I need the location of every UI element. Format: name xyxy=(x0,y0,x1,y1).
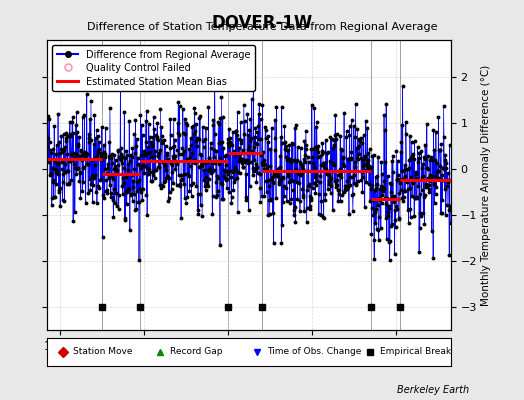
Text: Station Move: Station Move xyxy=(73,348,133,356)
Text: Berkeley Earth: Berkeley Earth xyxy=(397,385,469,395)
Y-axis label: Monthly Temperature Anomaly Difference (°C): Monthly Temperature Anomaly Difference (… xyxy=(481,64,491,306)
Text: Difference of Station Temperature Data from Regional Average: Difference of Station Temperature Data f… xyxy=(87,22,437,32)
Text: Time of Obs. Change: Time of Obs. Change xyxy=(267,348,362,356)
Text: Record Gap: Record Gap xyxy=(170,348,223,356)
Text: DOVER-1W: DOVER-1W xyxy=(211,14,313,32)
Text: Empirical Break: Empirical Break xyxy=(380,348,451,356)
Legend: Difference from Regional Average, Quality Control Failed, Estimated Station Mean: Difference from Regional Average, Qualit… xyxy=(52,45,255,91)
